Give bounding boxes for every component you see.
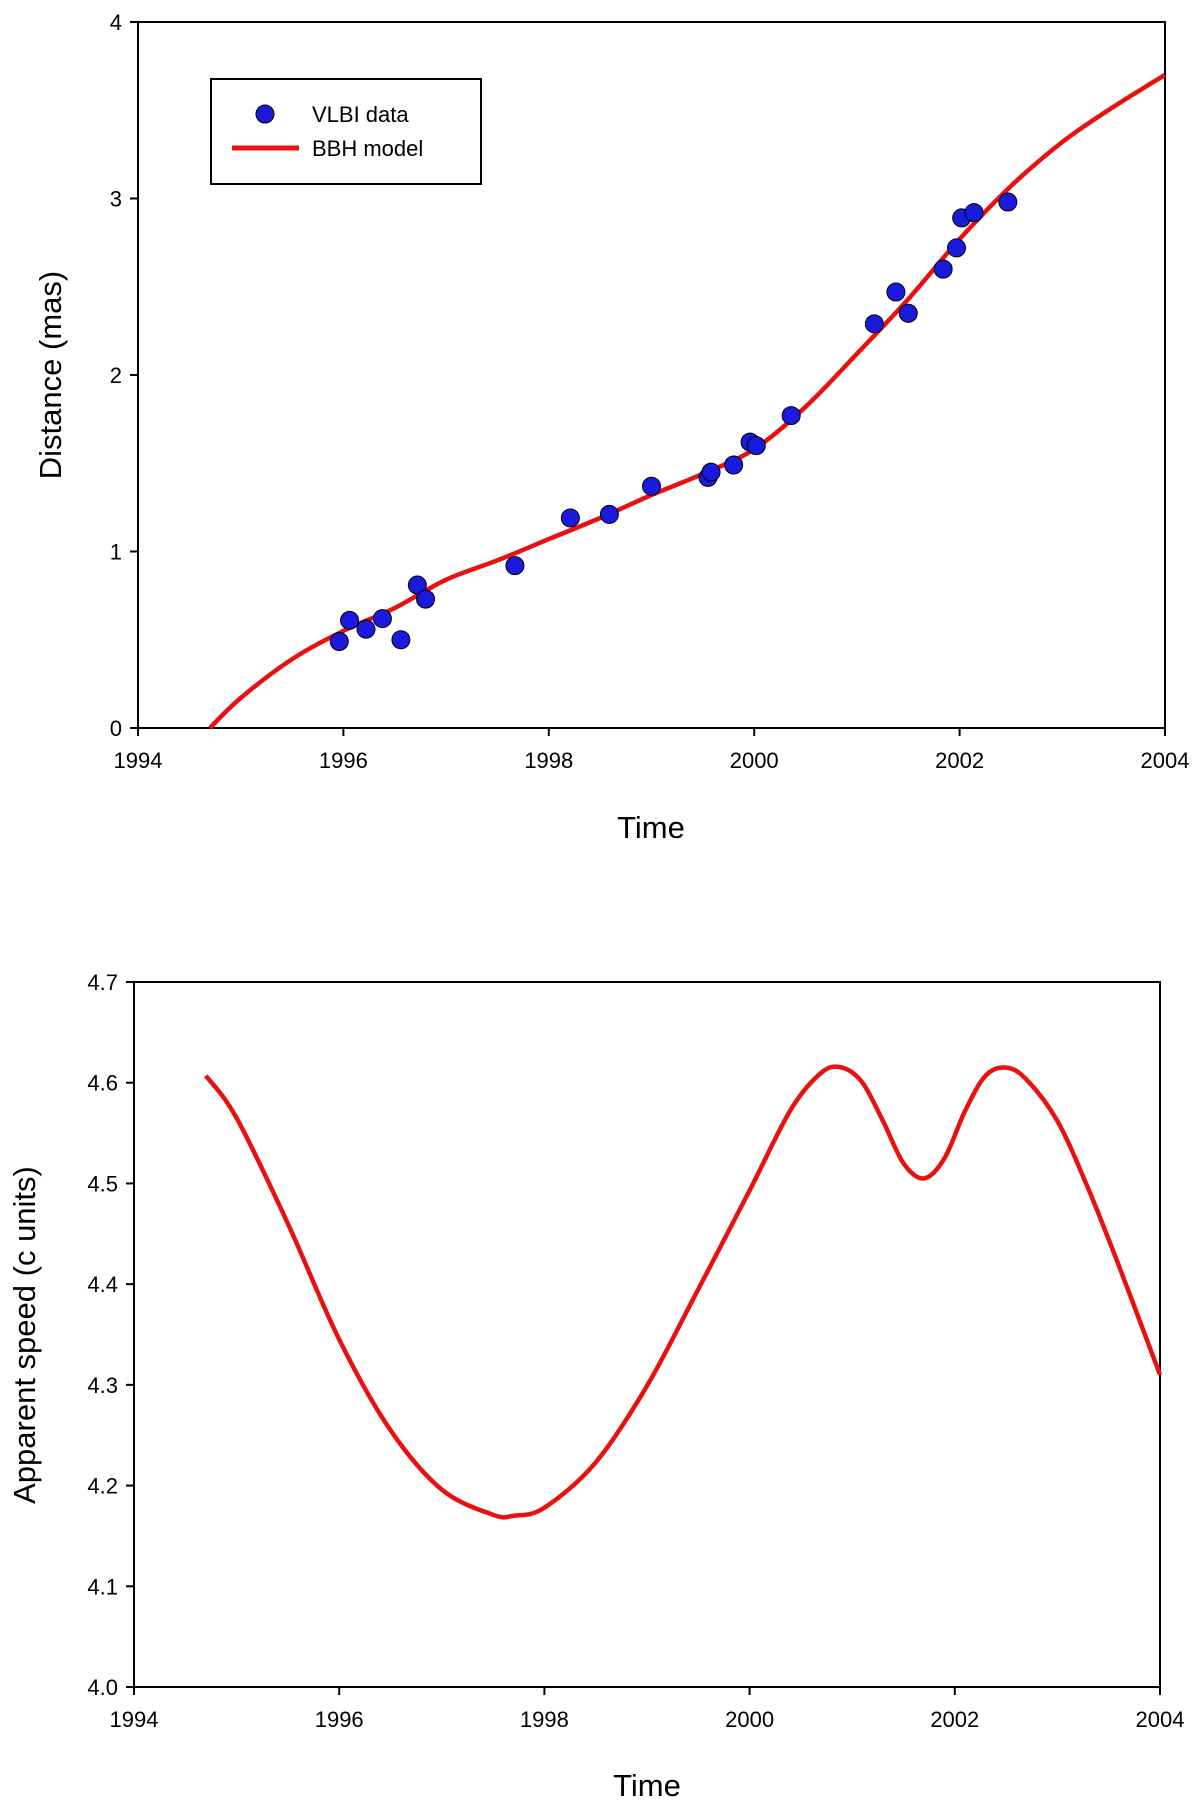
vlbi-data-point [391,630,411,650]
speed-y-tick-label: 4.4 [87,1272,118,1297]
speed-y-tick-label: 4.0 [87,1675,118,1700]
vlbi-data-point [964,203,984,223]
distance-y-axis-label: Distance (mas) [33,271,68,479]
speed-x-tick-label: 1996 [315,1707,364,1732]
distance-y-tick-label: 1 [110,540,122,565]
vlbi-data-point [781,406,801,426]
speed-x-tick-label: 2000 [725,1707,774,1732]
speed-model-curve [203,1064,1163,1520]
distance-x-tick-label: 1998 [524,748,573,773]
speed-x-tick-label: 2004 [1136,1707,1185,1732]
speed-x-tick-label: 2002 [930,1707,979,1732]
legend-box [210,78,482,185]
vlbi-data-point [724,455,744,475]
vlbi-data-point [701,462,721,482]
speed-series [203,1064,1163,1520]
distance-y-ticks: 0 1 2 3 4 [110,10,138,741]
distance-y-tick-label: 0 [110,716,122,741]
speed-chart: 1994 1996 1998 2000 2002 2004 4.0 4.1 4.2 4.3 4.4… [7,970,1184,1803]
speed-y-tick-label: 4.7 [87,970,118,995]
speed-y-axis-label: Apparent speed (c units) [7,1166,42,1504]
speed-y-tick-label: 4.5 [87,1171,118,1196]
distance-chart: 1994 1996 1998 2000 2002 2004 0 1 2 3 4 Time Dist… [33,10,1189,845]
speed-x-ticks: 1994 1996 1998 2000 2002 2004 [110,1687,1185,1732]
distance-x-tick-label: 2002 [935,748,984,773]
legend-label-bbh: BBH model [312,136,423,161]
distance-x-ticks: 1994 1996 1998 2000 2002 2004 [114,728,1190,773]
speed-x-tick-label: 1998 [520,1707,569,1732]
vlbi-data-point [642,476,661,496]
speed-y-tick-label: 4.1 [87,1574,118,1599]
speed-x-tick-label: 1994 [110,1707,159,1732]
distance-y-tick-label: 3 [110,187,122,212]
distance-y-tick-label: 2 [110,363,122,388]
legend-marker-vlbi [255,104,275,124]
distance-y-tick-label: 4 [110,10,122,35]
distance-x-tick-label: 2004 [1141,748,1190,773]
vlbi-data-point [356,619,376,639]
distance-x-axis-label: Time [617,810,685,845]
vlbi-data-point [947,238,967,258]
vlbi-data-point [329,632,349,652]
speed-y-tick-label: 4.3 [87,1373,118,1398]
distance-series [208,72,1167,730]
vlbi-data-point [933,259,953,279]
vlbi-data-point [886,282,906,302]
vlbi-data-point [599,504,619,524]
vlbi-data-point [560,508,580,528]
vlbi-data-point [407,575,427,595]
vlbi-data-point [746,436,766,456]
speed-plot-frame [133,981,1161,1688]
vlbi-data-point [416,589,436,609]
legend: VLBI data BBH model [210,78,482,185]
vlbi-data-point [505,556,525,576]
vlbi-data-point [898,303,918,323]
vlbi-data-point [340,610,360,630]
speed-y-ticks: 4.0 4.1 4.2 4.3 4.4 4.5 4.6 4.7 [87,970,134,1700]
speed-y-tick-label: 4.2 [87,1474,118,1499]
vlbi-data-point [998,192,1018,212]
vlbi-data-point [864,314,884,334]
speed-x-axis-label: Time [613,1768,681,1803]
speed-y-tick-label: 4.6 [87,1071,118,1096]
vlbi-data-point [372,609,392,629]
distance-x-tick-label: 1996 [319,748,368,773]
legend-label-vlbi: VLBI data [312,102,409,127]
distance-x-tick-label: 1994 [114,748,163,773]
distance-x-tick-label: 2000 [730,748,779,773]
